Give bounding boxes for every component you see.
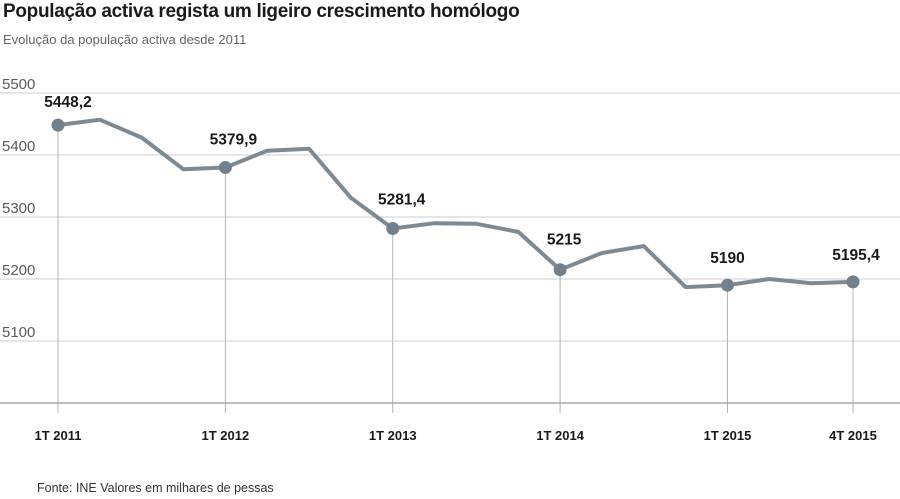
y-tick-label: 5200: [2, 262, 35, 279]
data-point-label: 5448,2: [44, 94, 91, 111]
y-tick-label: 5100: [2, 324, 35, 341]
page-subtitle: Evolução da população activa desde 2011: [3, 32, 247, 47]
y-tick-label: 5300: [2, 200, 35, 217]
x-tick-label: 1T 2014: [536, 428, 584, 443]
data-point: [386, 222, 400, 236]
page-title: População activa regista um ligeiro cres…: [3, 1, 520, 22]
series-line: [56, 117, 855, 290]
x-tick-label: 1T 2013: [369, 428, 417, 443]
data-point: [553, 263, 567, 277]
y-tick-label: 5400: [2, 138, 35, 155]
x-tick-label: 1T 2012: [202, 428, 250, 443]
x-tick-label: 1T 2011: [35, 428, 82, 443]
data-point-label: 5281,4: [378, 192, 426, 209]
data-point: [720, 278, 734, 292]
source-note: Fonte: INE Valores em milhares de pessas: [37, 481, 274, 495]
data-point: [846, 275, 860, 289]
data-point: [218, 160, 232, 174]
data-point-label: 5190: [710, 250, 744, 267]
data-point-label: 5379,9: [210, 131, 258, 148]
x-tick-label: 4T 2015: [829, 428, 877, 443]
x-tick-label: 1T 2015: [704, 428, 752, 443]
data-point-label: 5195,4: [832, 247, 880, 264]
y-tick-label: 5500: [2, 76, 35, 93]
data-point-label: 5215: [547, 232, 582, 249]
data-point: [51, 118, 65, 132]
